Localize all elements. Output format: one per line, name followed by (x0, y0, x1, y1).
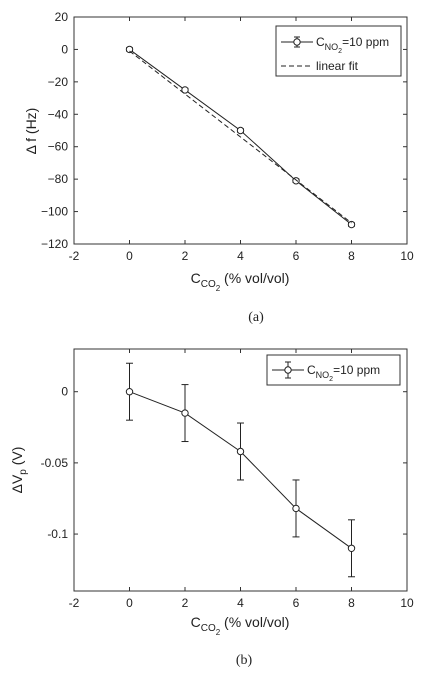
x-axis-label-b: CCO2 (% vol/vol) (191, 614, 290, 637)
y-tick-label-a: −40 (48, 107, 69, 121)
x-tick-label-b: 8 (348, 596, 355, 610)
y-axis-label-a: Δ f (Hz) (23, 108, 39, 155)
data-point-b (125, 388, 134, 396)
y-tick-label-b: -0.05 (41, 456, 69, 470)
data-point-a (292, 177, 300, 185)
x-tick-label-b: -2 (69, 596, 80, 610)
legend-box-a (275, 25, 402, 77)
x-axis-b: -2 0 2 4 6 8 10 (69, 349, 414, 610)
data-point-a (181, 86, 189, 94)
data-point-b (181, 409, 189, 417)
y-tick-label-a: −100 (41, 205, 68, 219)
panel-caption-a: (a) (248, 310, 264, 325)
y-tick-label-b: 0 (61, 385, 68, 399)
series-group-a (125, 45, 356, 229)
legend-b: CNO2=10 ppm (266, 354, 401, 386)
data-point-a (236, 126, 245, 135)
x-tick-label-b: 6 (293, 596, 300, 610)
legend-label-measured-b: CNO2=10 ppm (307, 363, 380, 383)
x-tick-label-a: 6 (293, 249, 300, 263)
legend-label-fit-a: linear fit (316, 59, 359, 73)
y-tick-label-b: -0.1 (47, 527, 68, 541)
legend-label-measured-a: CNO2=10 ppm (316, 35, 389, 55)
chart-panel-b: -2 0 2 4 6 8 10 0 -0.05 -0.1 CNO2=10 ppm ΔVp (V)… (9, 348, 414, 668)
data-point-b (292, 504, 300, 513)
data-point-a (347, 220, 356, 229)
legend-swatch-measured-a (281, 36, 313, 48)
legend-swatch-measured-b (272, 361, 304, 379)
x-tick-label-a: 10 (400, 249, 414, 263)
panel-caption-b: (b) (236, 653, 253, 668)
x-tick-label-b: 0 (126, 596, 133, 610)
x-tick-label-b: 2 (182, 596, 189, 610)
y-tick-label-a: −80 (48, 172, 69, 186)
y-axis-label-b: ΔVp (V) (9, 447, 29, 494)
x-tick-label-b: 10 (400, 596, 414, 610)
series-group-b (125, 362, 356, 578)
y-axis-b: 0 -0.05 -0.1 (41, 385, 407, 541)
data-point-b (236, 447, 245, 456)
y-tick-label-a: −20 (48, 75, 69, 89)
x-tick-label-a: 4 (237, 249, 244, 263)
x-axis-label-a: CCO2 (% vol/vol) (191, 270, 290, 293)
x-tick-label-b: 4 (237, 596, 244, 610)
x-tick-label-a: -2 (69, 249, 80, 263)
data-point-a (125, 45, 134, 54)
y-tick-label-a: 0 (61, 42, 68, 56)
series-line-a-1 (129, 50, 352, 224)
y-tick-label-a: −120 (41, 237, 68, 251)
y-tick-label-a: −60 (48, 140, 69, 154)
x-tick-label-a: 8 (348, 249, 355, 263)
data-point-b (347, 544, 356, 552)
y-axis-a: 20 0 −20 −40 −60 −80 −100 −120 (41, 10, 407, 251)
x-tick-label-a: 2 (182, 249, 189, 263)
x-axis-a: -2 0 2 4 6 8 10 (69, 17, 414, 263)
chart-panel-a: -2 0 2 4 6 8 10 20 0 −20 −40 −60 −80 −100 −120 CNO2=1… (23, 10, 414, 325)
y-tick-label-a: 20 (55, 10, 69, 24)
legend-a: CNO2=10 ppm linear fit (275, 25, 402, 77)
x-tick-label-a: 0 (126, 249, 133, 263)
